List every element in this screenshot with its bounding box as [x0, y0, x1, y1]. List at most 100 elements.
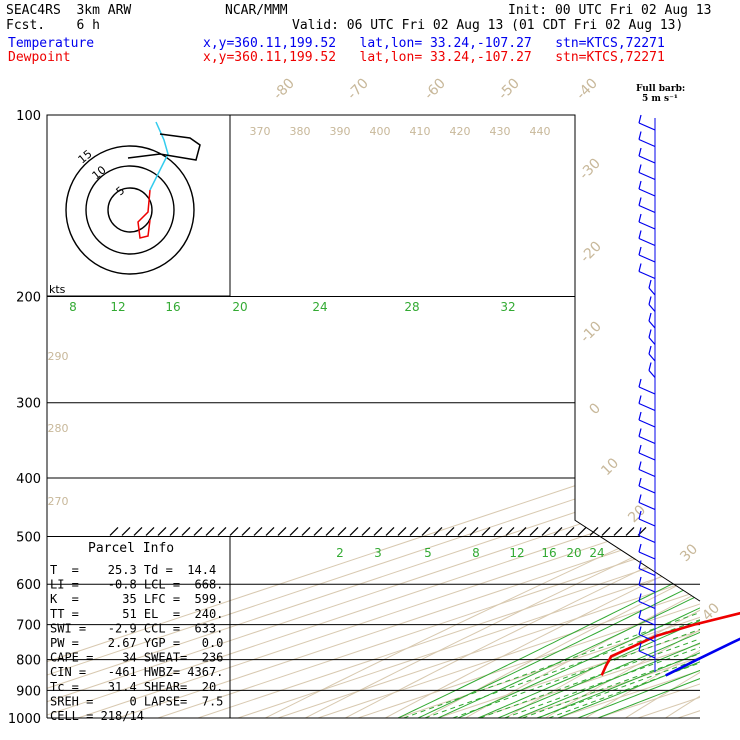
- isotherm-label: -10: [577, 318, 604, 345]
- dry-adiabat-line: [425, 115, 700, 718]
- hatch-mark: [325, 527, 335, 536]
- moist-adiabat-line: [577, 220, 700, 718]
- hatch-mark: [313, 527, 323, 536]
- hatch-mark: [361, 527, 371, 536]
- mixing-ratio-line: [403, 536, 700, 718]
- isotherm-line: [477, 115, 700, 718]
- moist-label: 5: [424, 546, 432, 560]
- wind-barb: [638, 551, 656, 560]
- wind-barb: [638, 567, 656, 577]
- mixing-ratio-label: 32: [500, 300, 515, 314]
- hatch-mark: [397, 527, 407, 536]
- wind-barb: [638, 402, 656, 412]
- moist-adiabat-line: [417, 220, 700, 718]
- temperature-location: x,y=360.11,199.52 lat,lon= 33.24,-107.27…: [203, 36, 665, 51]
- theta-label: 280: [48, 422, 69, 435]
- parcel-row: Tc = 31.4 SHEAR= 20.: [50, 680, 223, 694]
- dry-adiabat-line: [505, 115, 700, 718]
- isotherm-label: -70: [344, 75, 371, 102]
- dry-adiabat-line: [665, 115, 700, 718]
- isotherm-label: 0: [586, 400, 604, 418]
- wind-barb: [638, 155, 656, 164]
- wind-barb: [638, 254, 656, 263]
- moist-label: 2: [336, 546, 344, 560]
- wind-barb: [638, 642, 642, 652]
- moist-adiabat-line: [497, 220, 700, 718]
- hatch-mark: [517, 527, 527, 536]
- wind-barb: [638, 560, 642, 569]
- parcel-row: T = 25.3 Td = 14.4: [50, 563, 216, 577]
- moist-label: 3: [374, 546, 382, 560]
- hatch-mark: [421, 527, 431, 536]
- parcel-title: Parcel Info: [88, 541, 174, 556]
- wind-barb: [638, 518, 656, 527]
- wind-barb: [648, 370, 656, 378]
- theta-label: 420: [450, 125, 471, 138]
- dry-adiabat-line: [465, 115, 700, 718]
- dry-adiabat-line: [585, 115, 700, 718]
- wind-barb: [638, 494, 642, 503]
- mixing-ratio-label: 28: [404, 300, 419, 314]
- hatch-mark: [169, 527, 179, 536]
- dry-adiabat-line: [625, 115, 700, 718]
- hatch-mark: [601, 527, 611, 536]
- wind-barb: [648, 345, 652, 355]
- wind-barb: [638, 419, 656, 428]
- theta-label: 290: [48, 350, 69, 363]
- wind-barb: [638, 180, 642, 190]
- moist-label: 8: [472, 546, 480, 560]
- dry-adiabat-line: [545, 115, 700, 718]
- wind-barb: [638, 197, 642, 206]
- wind-barb: [638, 626, 642, 635]
- hodograph-ring: [85, 165, 175, 255]
- isotherm-label: 30: [677, 541, 701, 565]
- isotherm-label: -60: [421, 75, 448, 102]
- mixing-ratio-line: [504, 536, 700, 718]
- moist-label: 12: [509, 546, 524, 560]
- isotherm-line: [47, 115, 700, 718]
- hatch-mark: [301, 527, 311, 536]
- wind-barb: [648, 296, 652, 305]
- hodograph-low-trace: [137, 189, 151, 239]
- parcel-row: CELL = 218/14: [50, 709, 144, 723]
- moist-label: 20: [566, 546, 581, 560]
- wind-barb: [648, 329, 652, 338]
- wind-barb: [638, 204, 656, 214]
- isotherm-line: [237, 115, 700, 718]
- hatch-mark: [217, 527, 227, 536]
- valid-time: Valid: 06 UTC Fri 02 Aug 13 (01 CDT Fri …: [292, 18, 684, 33]
- temperature-legend: Temperature: [8, 36, 95, 51]
- wind-barb: [648, 337, 656, 345]
- parcel-row: SREH = 0 LAPSE= 7.5: [50, 694, 223, 708]
- hodograph-unit: kts: [49, 283, 66, 296]
- wind-barb: [638, 138, 656, 148]
- parcel-row: LI = -0.8 LCL = 668.: [50, 578, 223, 592]
- hatch-mark: [229, 527, 239, 536]
- isotherm-line: [117, 115, 700, 718]
- dewpoint-location: x,y=360.11,199.52 lat,lon= 33.24,-107.27…: [203, 50, 665, 65]
- mixing-ratio-label: 12: [110, 300, 125, 314]
- wind-barb: [648, 312, 652, 322]
- init-time: Init: 00 UTC Fri 02 Aug 13: [508, 3, 712, 18]
- isotherm-line: [357, 115, 700, 718]
- wind-barb: [638, 270, 656, 280]
- wind-barb: [638, 527, 642, 536]
- wind-barb: [638, 435, 656, 445]
- wind-barb: [638, 600, 656, 610]
- wind-barb: [638, 576, 642, 586]
- isotherm-line: [397, 115, 700, 718]
- mixing-ratio-label: 20: [232, 300, 247, 314]
- pressure-tick-label: 900: [16, 684, 41, 699]
- isotherm-line: [157, 115, 700, 718]
- wind-barb: [648, 279, 652, 289]
- wind-barb: [638, 452, 656, 461]
- theta-label: 430: [490, 125, 511, 138]
- hatch-mark: [133, 527, 143, 536]
- forecast-hour: Fcst. 6 h: [6, 18, 100, 33]
- wind-barb: [648, 304, 656, 312]
- hatch-mark: [505, 527, 515, 536]
- hatch-mark: [409, 527, 419, 536]
- wind-barb: [638, 593, 642, 602]
- hatch-mark: [373, 527, 383, 536]
